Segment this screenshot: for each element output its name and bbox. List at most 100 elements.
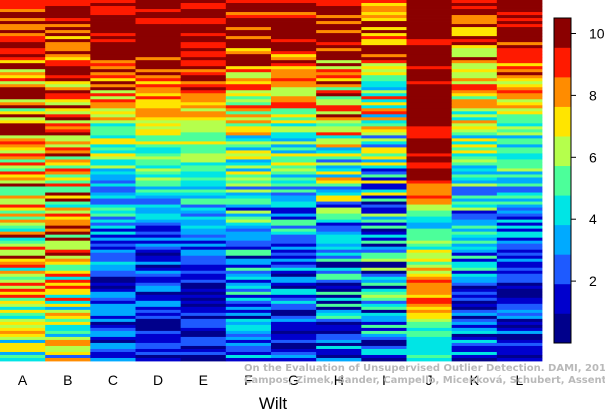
heatmap-cell xyxy=(45,321,91,326)
heatmap-cell xyxy=(0,120,46,124)
heatmap-cell xyxy=(361,141,407,145)
heatmap-cell xyxy=(225,279,272,284)
heatmap-cell xyxy=(271,270,317,275)
heatmap-cell xyxy=(406,342,453,347)
heatmap-cell xyxy=(406,246,453,251)
heatmap-cell xyxy=(180,171,227,175)
heatmap-cell xyxy=(361,99,407,103)
heatmap-cell xyxy=(406,330,453,335)
heatmap-cell xyxy=(135,81,182,85)
heatmap-cell xyxy=(45,279,91,284)
heatmap-cell xyxy=(180,321,227,326)
heatmap-cell xyxy=(406,129,453,133)
heatmap-cell xyxy=(225,192,272,196)
heatmap-cell xyxy=(496,306,543,311)
heatmap-cell xyxy=(225,45,272,49)
heatmap-cell xyxy=(496,144,543,148)
heatmap-cell xyxy=(180,0,227,4)
heatmap-cell xyxy=(406,78,453,82)
heatmap-cell xyxy=(90,267,136,272)
heatmap-cell xyxy=(45,63,91,67)
heatmap-cell xyxy=(0,93,46,97)
heatmap-cell xyxy=(451,261,498,266)
heatmap-cell xyxy=(496,219,543,224)
heatmap-cell xyxy=(225,57,272,61)
heatmap-cell xyxy=(0,78,46,82)
heatmap-cell xyxy=(45,132,91,136)
heatmap-cell xyxy=(316,159,362,163)
heatmap-cell xyxy=(180,288,227,293)
heatmap-cell xyxy=(361,348,407,353)
heatmap-cell xyxy=(361,327,407,332)
heatmap-cell xyxy=(0,60,46,64)
heatmap-cell xyxy=(316,228,362,233)
heatmap-cell xyxy=(271,60,317,64)
heatmap-cell xyxy=(271,117,317,121)
heatmap-cell xyxy=(271,99,317,103)
heatmap-cell xyxy=(90,354,136,359)
heatmap-cell xyxy=(45,309,91,314)
heatmap-cell xyxy=(90,18,136,22)
heatmap-cell xyxy=(316,90,362,94)
heatmap-cell xyxy=(271,48,317,52)
heatmap-cell xyxy=(135,285,182,290)
heatmap-cell xyxy=(451,153,498,157)
heatmap-cell xyxy=(361,249,407,254)
heatmap-cell xyxy=(496,261,543,266)
heatmap-cell xyxy=(225,108,272,112)
heatmap-cell xyxy=(225,207,272,211)
colorbar-segment xyxy=(554,195,571,226)
heatmap-cell xyxy=(0,126,46,130)
heatmap-cell xyxy=(406,228,453,233)
heatmap-cell xyxy=(271,258,317,263)
heatmap-cell xyxy=(135,120,182,124)
heatmap-cell xyxy=(496,345,543,350)
heatmap-cell xyxy=(451,120,498,124)
heatmap-cell xyxy=(316,96,362,100)
heatmap-cell xyxy=(316,180,362,184)
heatmap-cell xyxy=(316,348,362,353)
heatmap-cell xyxy=(451,345,498,350)
heatmap-cell xyxy=(180,105,227,109)
heatmap-cell xyxy=(90,54,136,58)
heatmap-cell xyxy=(90,282,136,287)
heatmap-cell xyxy=(180,246,227,251)
heatmap-cell xyxy=(90,345,136,350)
heatmap-cell xyxy=(406,81,453,85)
heatmap-cell xyxy=(135,21,182,25)
heatmap-cell xyxy=(0,291,46,296)
heatmap-cell xyxy=(451,162,498,166)
heatmap-cell xyxy=(225,261,272,266)
heatmap-cell xyxy=(45,324,91,329)
heatmap-cell xyxy=(135,132,182,136)
heatmap-cell xyxy=(0,144,46,148)
heatmap-cell xyxy=(496,339,543,344)
heatmap-cell xyxy=(135,345,182,350)
heatmap-cell xyxy=(406,12,453,16)
heatmap-cell xyxy=(135,246,182,251)
heatmap-cell xyxy=(496,330,543,335)
heatmap-cell xyxy=(271,228,317,233)
heatmap-cell xyxy=(0,339,46,344)
heatmap-cell xyxy=(45,135,91,139)
heatmap-cell xyxy=(180,204,227,208)
heatmap-cell xyxy=(451,339,498,344)
heatmap-cell xyxy=(316,120,362,124)
heatmap-cell xyxy=(406,168,453,172)
heatmap-cell xyxy=(451,183,498,187)
heatmap-cell xyxy=(180,237,227,242)
heatmap-cell xyxy=(135,330,182,335)
heatmap-cell xyxy=(361,219,407,224)
heatmap-cell xyxy=(316,336,362,341)
heatmap-cell xyxy=(0,165,46,169)
heatmap-cell xyxy=(180,327,227,332)
x-tick-labels: A B C D E F G H I J K L xyxy=(18,372,524,388)
heatmap-cell xyxy=(406,261,453,266)
heatmap-cell xyxy=(225,216,272,221)
heatmap-cell xyxy=(406,120,453,124)
heatmap-cell xyxy=(316,315,362,320)
heatmap-cell xyxy=(451,45,498,49)
heatmap-cell xyxy=(496,141,543,145)
heatmap-cell xyxy=(316,9,362,13)
heatmap-cell xyxy=(271,285,317,290)
